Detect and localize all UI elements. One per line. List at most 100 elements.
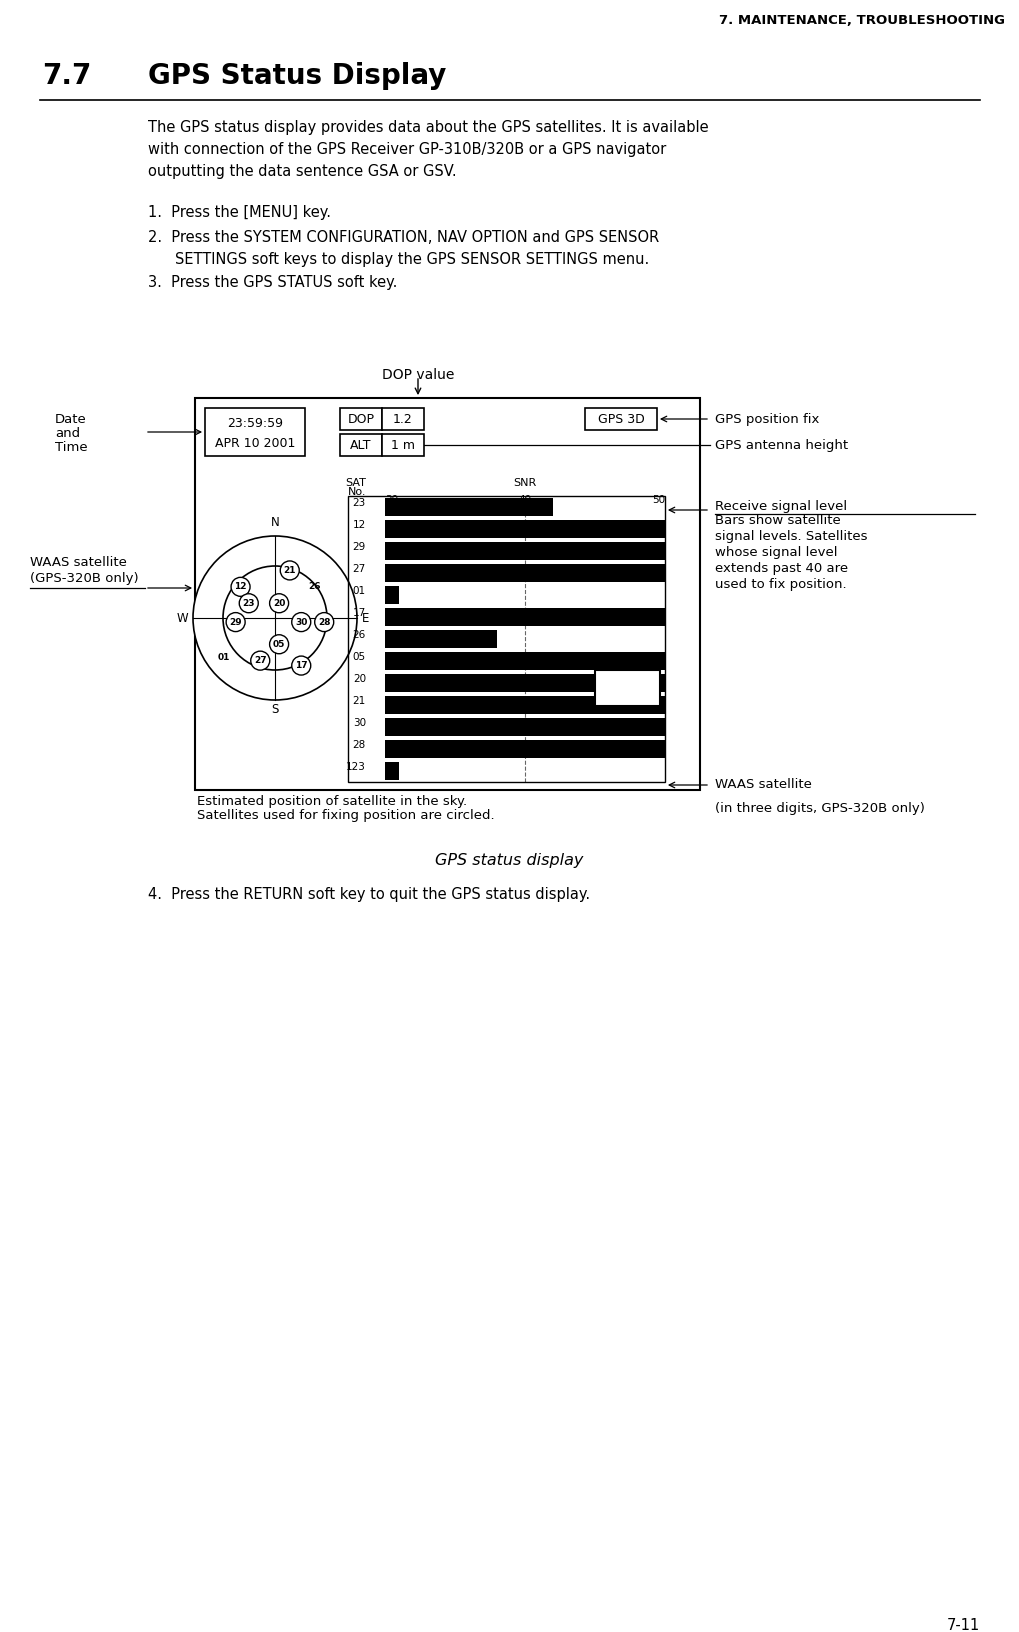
Text: 01: 01 — [218, 653, 230, 663]
Text: The GPS status display provides data about the GPS satellites. It is available: The GPS status display provides data abo… — [148, 121, 708, 135]
Text: Receive signal level: Receive signal level — [715, 499, 847, 512]
Text: 1.  Press the [MENU] key.: 1. Press the [MENU] key. — [148, 206, 331, 220]
Text: S: S — [271, 703, 278, 716]
Bar — [385, 586, 399, 604]
Text: GPS position fix: GPS position fix — [715, 413, 819, 426]
Text: GPS Status Display: GPS Status Display — [148, 62, 446, 90]
Text: 1 m: 1 m — [391, 439, 415, 452]
Text: SNR: SNR — [514, 478, 537, 488]
Text: 20: 20 — [273, 599, 285, 607]
Bar — [385, 739, 665, 757]
Circle shape — [223, 566, 327, 671]
Text: 20: 20 — [353, 674, 366, 684]
Bar — [382, 434, 424, 455]
Text: GPS antenna height: GPS antenna height — [715, 439, 848, 452]
Bar — [585, 408, 657, 429]
Text: GPS status display: GPS status display — [435, 854, 583, 868]
Bar — [382, 408, 424, 429]
Text: WAAS satellite: WAAS satellite — [30, 557, 127, 570]
Text: 01: 01 — [353, 586, 366, 596]
Text: 123: 123 — [346, 762, 366, 772]
Text: 3.  Press the GPS STATUS soft key.: 3. Press the GPS STATUS soft key. — [148, 276, 397, 290]
Text: Estimated position of satellite in the sky.: Estimated position of satellite in the s… — [197, 795, 467, 808]
Bar — [385, 695, 665, 715]
Text: DOP: DOP — [347, 413, 375, 426]
Text: whose signal level: whose signal level — [715, 547, 838, 560]
Bar — [385, 542, 665, 560]
Text: 28: 28 — [353, 739, 366, 751]
Text: 30: 30 — [353, 718, 366, 728]
Text: 17: 17 — [294, 661, 308, 671]
Circle shape — [280, 561, 300, 579]
Circle shape — [270, 635, 288, 654]
Text: SAT: SAT — [345, 478, 366, 488]
Bar — [385, 653, 665, 671]
Text: Date: Date — [55, 413, 87, 426]
Text: SETTINGS soft keys to display the GPS SENSOR SETTINGS menu.: SETTINGS soft keys to display the GPS SE… — [175, 251, 649, 268]
Bar — [595, 671, 660, 707]
Circle shape — [251, 651, 270, 671]
Text: 7.7: 7.7 — [42, 62, 92, 90]
Circle shape — [226, 612, 246, 632]
Bar — [385, 565, 665, 583]
Circle shape — [193, 535, 357, 700]
Text: 05: 05 — [353, 653, 366, 663]
Circle shape — [315, 612, 333, 632]
Text: 23: 23 — [353, 498, 366, 508]
Circle shape — [291, 656, 311, 676]
Bar — [385, 718, 665, 736]
Text: 7. MAINTENANCE, TROUBLESHOOTING: 7. MAINTENANCE, TROUBLESHOOTING — [719, 15, 1005, 28]
Bar — [340, 434, 382, 455]
Text: Time: Time — [55, 441, 88, 454]
Bar — [385, 762, 399, 780]
Text: 4.  Press the RETURN soft key to quit the GPS status display.: 4. Press the RETURN soft key to quit the… — [148, 888, 590, 902]
Text: W: W — [176, 612, 187, 625]
Text: 26: 26 — [353, 630, 366, 640]
Text: WAAS satellite: WAAS satellite — [715, 778, 812, 792]
Text: 50: 50 — [652, 494, 665, 504]
Text: 21: 21 — [283, 566, 296, 574]
Bar — [340, 408, 382, 429]
Text: 21: 21 — [353, 695, 366, 707]
Text: 29: 29 — [353, 542, 366, 552]
Text: 2.  Press the SYSTEM CONFIGURATION, NAV OPTION and GPS SENSOR: 2. Press the SYSTEM CONFIGURATION, NAV O… — [148, 230, 659, 245]
Text: 28: 28 — [318, 617, 330, 627]
Text: 27: 27 — [353, 565, 366, 574]
Text: RETURN: RETURN — [603, 682, 651, 695]
Text: 12: 12 — [353, 521, 366, 530]
Text: 30: 30 — [385, 494, 398, 504]
Text: (in three digits, GPS-320B only): (in three digits, GPS-320B only) — [715, 801, 925, 814]
Text: 29: 29 — [229, 617, 242, 627]
Text: Satellites used for fixing position are circled.: Satellites used for fixing position are … — [197, 809, 494, 823]
Bar — [385, 674, 665, 692]
Text: with connection of the GPS Receiver GP-310B/320B or a GPS navigator: with connection of the GPS Receiver GP-3… — [148, 142, 666, 157]
Text: APR 10 2001: APR 10 2001 — [215, 437, 296, 450]
Circle shape — [231, 578, 250, 596]
Bar — [205, 408, 305, 455]
Text: 26: 26 — [308, 583, 321, 591]
Text: extends past 40 are: extends past 40 are — [715, 561, 848, 574]
Bar — [385, 498, 553, 516]
Text: DOP value: DOP value — [382, 367, 454, 382]
Text: ALT: ALT — [351, 439, 372, 452]
Text: E: E — [362, 612, 369, 625]
Bar — [385, 609, 665, 627]
Text: 05: 05 — [273, 640, 285, 650]
Text: signal levels. Satellites: signal levels. Satellites — [715, 530, 867, 543]
Text: No.: No. — [347, 486, 366, 498]
Bar — [348, 496, 665, 782]
Text: (GPS-320B only): (GPS-320B only) — [30, 571, 139, 584]
Text: 7-11: 7-11 — [947, 1617, 980, 1632]
Bar — [195, 398, 700, 790]
Circle shape — [239, 594, 258, 612]
Text: GPS 3D: GPS 3D — [597, 413, 644, 426]
Text: N: N — [271, 516, 279, 529]
Text: 40: 40 — [519, 494, 532, 504]
Text: outputting the data sentence GSA or GSV.: outputting the data sentence GSA or GSV. — [148, 163, 457, 180]
Bar — [385, 521, 665, 539]
Text: 1.2: 1.2 — [393, 413, 413, 426]
Text: 17: 17 — [353, 609, 366, 619]
Text: 30: 30 — [296, 617, 308, 627]
Text: Bars show satellite: Bars show satellite — [715, 514, 841, 527]
Text: 23:59:59: 23:59:59 — [227, 418, 283, 429]
